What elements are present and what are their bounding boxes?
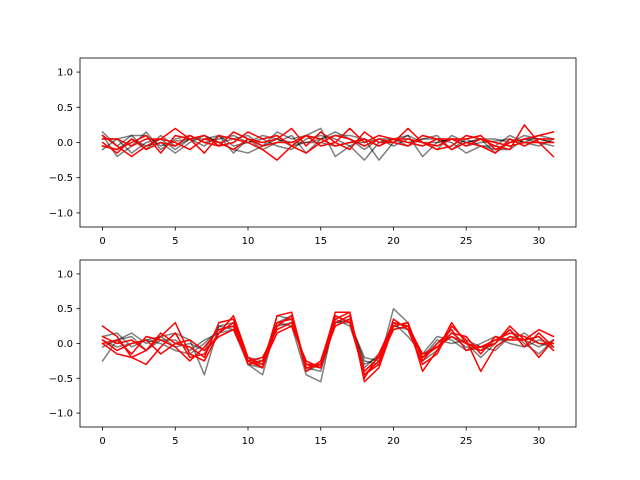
x-tick-label: 25 [460,436,473,447]
x-tick-label: 30 [533,436,546,447]
x-tick-label: 10 [242,236,255,247]
x-tick-label: 0 [99,436,105,447]
y-tick-label: 1.0 [57,68,73,79]
x-tick-label: 15 [314,436,327,447]
series-line-8 [101,134,555,151]
x-tick-label: 5 [172,436,178,447]
y-tick-label: 1.0 [57,269,73,280]
y-tick-label: −0.5 [49,173,73,184]
top-subplot: 0 5 10 15 20 25 30 −1.0 −0.5 0.0 0.5 1.0 [49,57,577,247]
x-tick-label: 30 [533,236,546,247]
x-tick-label: 10 [242,436,255,447]
x-tick-label: 5 [172,236,178,247]
series-line-6 [101,127,555,154]
series-line-8 [101,318,555,376]
y-tick-label: −0.5 [49,374,73,385]
y-tick-label: 0.0 [57,138,73,149]
x-tick-label: 20 [387,436,400,447]
y-tick-label: 0.0 [57,339,73,350]
y-tick-label: −1.0 [49,208,73,219]
x-tick-label: 0 [99,236,105,247]
x-tick-label: 25 [460,236,473,247]
x-tick-label: 20 [387,236,400,247]
y-tick-label: 0.5 [57,103,73,114]
series-line-5 [101,124,555,161]
y-tick-label: −1.0 [49,409,73,420]
y-tick-label: 0.5 [57,304,73,315]
bottom-subplot: 0 5 10 15 20 25 30 −1.0 −0.5 0.0 0.5 1.0 [49,259,577,447]
x-tick-label: 15 [314,236,327,247]
series-line-5 [101,314,555,376]
series-group [101,124,555,161]
series-group [101,307,555,383]
